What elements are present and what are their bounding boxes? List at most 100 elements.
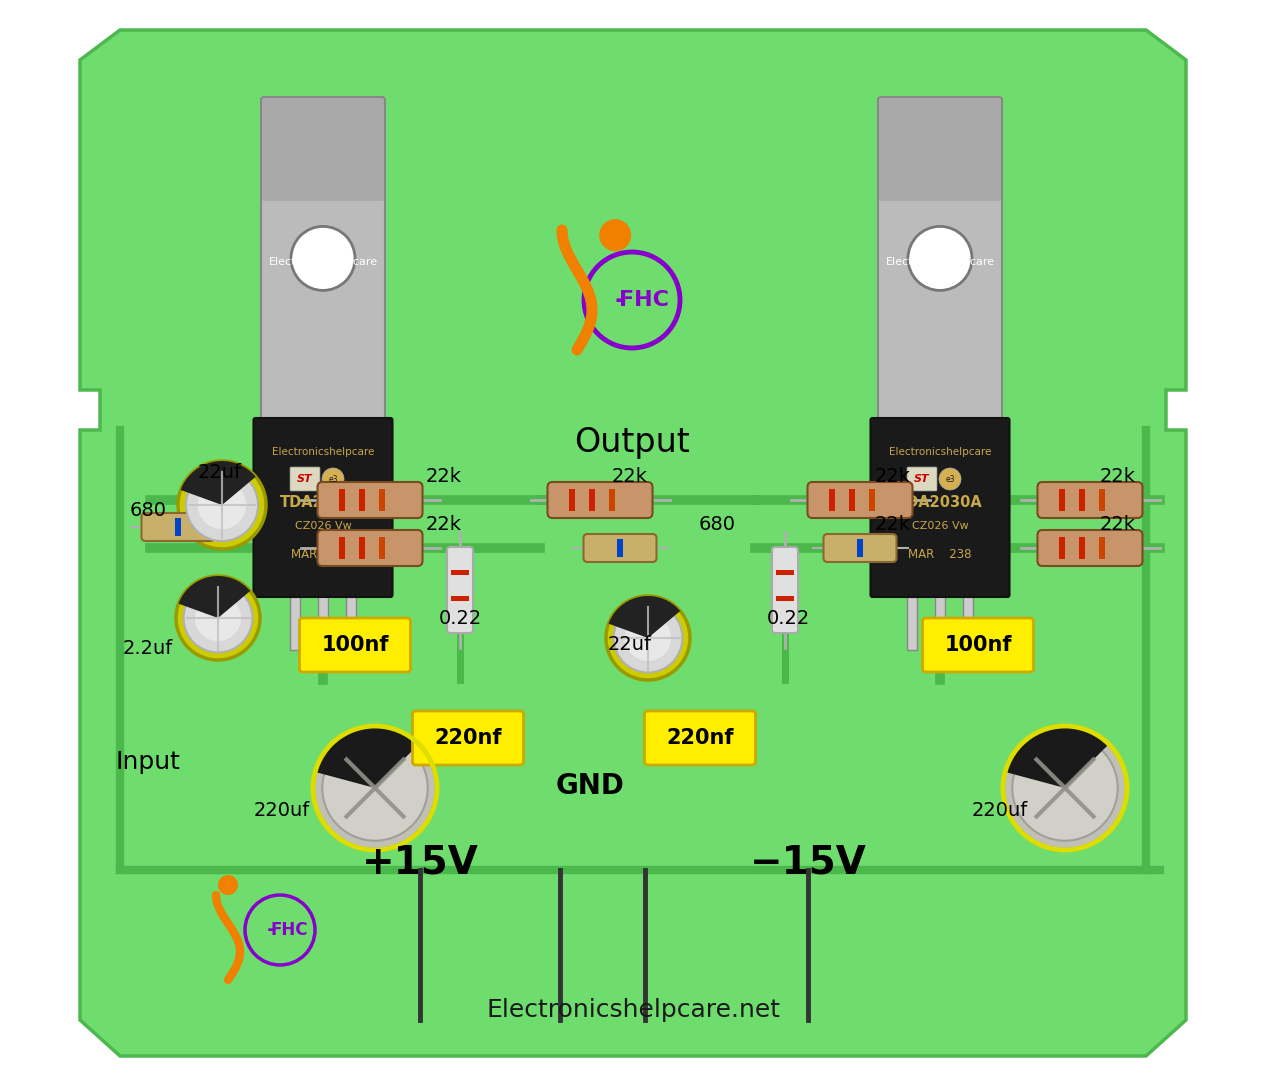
FancyBboxPatch shape (447, 547, 473, 633)
Circle shape (1013, 735, 1118, 841)
Text: 0.22: 0.22 (766, 608, 810, 628)
Circle shape (186, 469, 258, 541)
Text: CZ026 Vw: CZ026 Vw (912, 521, 968, 531)
Polygon shape (181, 460, 256, 505)
Text: 22k: 22k (875, 515, 912, 533)
Bar (963, 595, 974, 651)
Polygon shape (315, 727, 419, 788)
FancyBboxPatch shape (644, 711, 756, 765)
Bar (1079, 536, 1085, 559)
Bar (568, 489, 575, 512)
FancyBboxPatch shape (879, 98, 1001, 201)
FancyBboxPatch shape (923, 618, 1033, 672)
Bar (339, 536, 346, 559)
Text: +15V: +15V (362, 843, 479, 881)
FancyBboxPatch shape (300, 618, 410, 672)
Circle shape (614, 604, 682, 672)
Bar (906, 595, 917, 651)
Text: ST: ST (298, 473, 313, 484)
Circle shape (625, 615, 671, 661)
FancyBboxPatch shape (772, 547, 798, 633)
Bar (589, 489, 595, 512)
Circle shape (323, 735, 428, 841)
Text: 680: 680 (699, 515, 736, 533)
Circle shape (195, 595, 241, 641)
Text: Electronicshelpcare: Electronicshelpcare (272, 447, 375, 457)
FancyBboxPatch shape (547, 482, 652, 518)
Text: TDA2030A: TDA2030A (280, 494, 366, 509)
Bar (379, 536, 385, 559)
FancyBboxPatch shape (906, 467, 937, 491)
Bar (451, 570, 468, 574)
Circle shape (184, 583, 252, 653)
Bar (451, 596, 468, 601)
FancyBboxPatch shape (262, 98, 384, 201)
Circle shape (606, 596, 690, 680)
Text: e3: e3 (328, 475, 338, 483)
FancyBboxPatch shape (261, 97, 385, 433)
Text: Input: Input (115, 750, 181, 774)
Bar (1058, 489, 1065, 512)
Bar (1099, 536, 1105, 559)
Bar (360, 489, 365, 512)
Circle shape (1003, 727, 1127, 850)
Bar (1079, 489, 1085, 512)
Text: ST: ST (914, 473, 929, 484)
Bar (1058, 536, 1065, 559)
Text: TDA2030A: TDA2030A (898, 494, 982, 509)
Text: 22uf: 22uf (197, 463, 242, 481)
Circle shape (179, 460, 266, 550)
FancyBboxPatch shape (584, 534, 657, 561)
Circle shape (908, 226, 972, 290)
Circle shape (939, 468, 961, 490)
Circle shape (599, 219, 632, 251)
Text: 22uf: 22uf (608, 634, 652, 654)
Bar (868, 489, 875, 512)
Text: 100nf: 100nf (944, 635, 1012, 655)
Bar (1099, 489, 1105, 512)
FancyBboxPatch shape (1038, 482, 1142, 518)
Text: Electronicshelpcare.net: Electronicshelpcare.net (486, 998, 780, 1022)
Polygon shape (179, 576, 251, 618)
Polygon shape (609, 596, 680, 637)
Text: CZ026 Vw: CZ026 Vw (295, 521, 352, 531)
FancyBboxPatch shape (142, 513, 214, 541)
Text: MAR    238: MAR 238 (291, 547, 354, 560)
FancyBboxPatch shape (823, 534, 896, 561)
Bar (175, 518, 181, 536)
Circle shape (291, 226, 354, 290)
Text: 22k: 22k (1100, 515, 1136, 533)
Circle shape (197, 481, 246, 529)
FancyBboxPatch shape (879, 97, 1001, 433)
Bar (609, 489, 615, 512)
Bar (360, 536, 365, 559)
FancyBboxPatch shape (253, 418, 392, 597)
Text: 22k: 22k (425, 515, 462, 533)
Bar (936, 595, 944, 651)
Text: −15V: −15V (749, 843, 866, 881)
Text: GND: GND (556, 772, 624, 800)
FancyBboxPatch shape (1038, 530, 1142, 566)
Text: Electronicshelpcare: Electronicshelpcare (889, 447, 991, 457)
Circle shape (218, 875, 238, 895)
Text: 100nf: 100nf (322, 635, 389, 655)
Bar (776, 570, 794, 574)
Circle shape (322, 468, 344, 490)
Bar (857, 539, 863, 557)
FancyBboxPatch shape (318, 530, 423, 566)
Text: 22k: 22k (875, 467, 912, 485)
Polygon shape (1005, 727, 1109, 788)
Text: e3: e3 (946, 475, 955, 483)
Text: 22k: 22k (425, 467, 462, 485)
Text: -: - (266, 920, 276, 940)
FancyBboxPatch shape (290, 467, 320, 491)
Text: Output: Output (573, 426, 690, 458)
Bar (379, 489, 385, 512)
Text: Electronicshelpcare: Electronicshelpcare (268, 257, 377, 267)
Bar (776, 596, 794, 601)
Text: 220nf: 220nf (666, 728, 734, 748)
Text: FHC: FHC (270, 921, 308, 939)
Text: Electronicshelpcare: Electronicshelpcare (885, 257, 995, 267)
Circle shape (313, 727, 437, 850)
Text: 2.2uf: 2.2uf (123, 639, 173, 657)
